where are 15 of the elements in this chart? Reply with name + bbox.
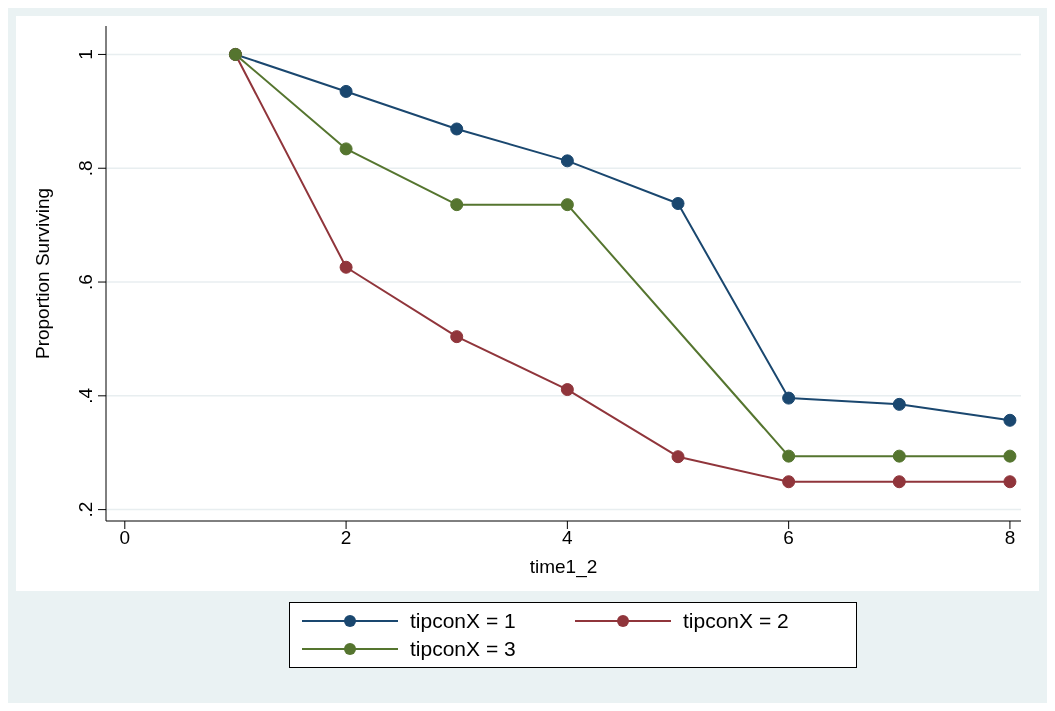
x-tick-label: 4 (562, 527, 574, 549)
x-axis-title: time1_2 (529, 556, 598, 578)
x-tick-label: 2 (340, 527, 352, 549)
y-tick-label: 1 (75, 49, 96, 60)
legend-label: tipconX = 1 (410, 609, 516, 633)
y-tick-label: .2 (75, 501, 96, 518)
legend-label: tipconX = 3 (410, 637, 516, 661)
x-tick-label: 0 (119, 527, 131, 549)
y-tick-label: .6 (75, 274, 96, 290)
legend-label: tipconX = 2 (683, 609, 789, 633)
y-axis-title: Proportion Surviving (31, 187, 53, 360)
x-tick-label: 8 (1004, 527, 1016, 549)
y-tick-label: .4 (75, 387, 96, 404)
y-tick-label: .8 (75, 160, 96, 177)
x-tick-label: 6 (783, 527, 794, 549)
